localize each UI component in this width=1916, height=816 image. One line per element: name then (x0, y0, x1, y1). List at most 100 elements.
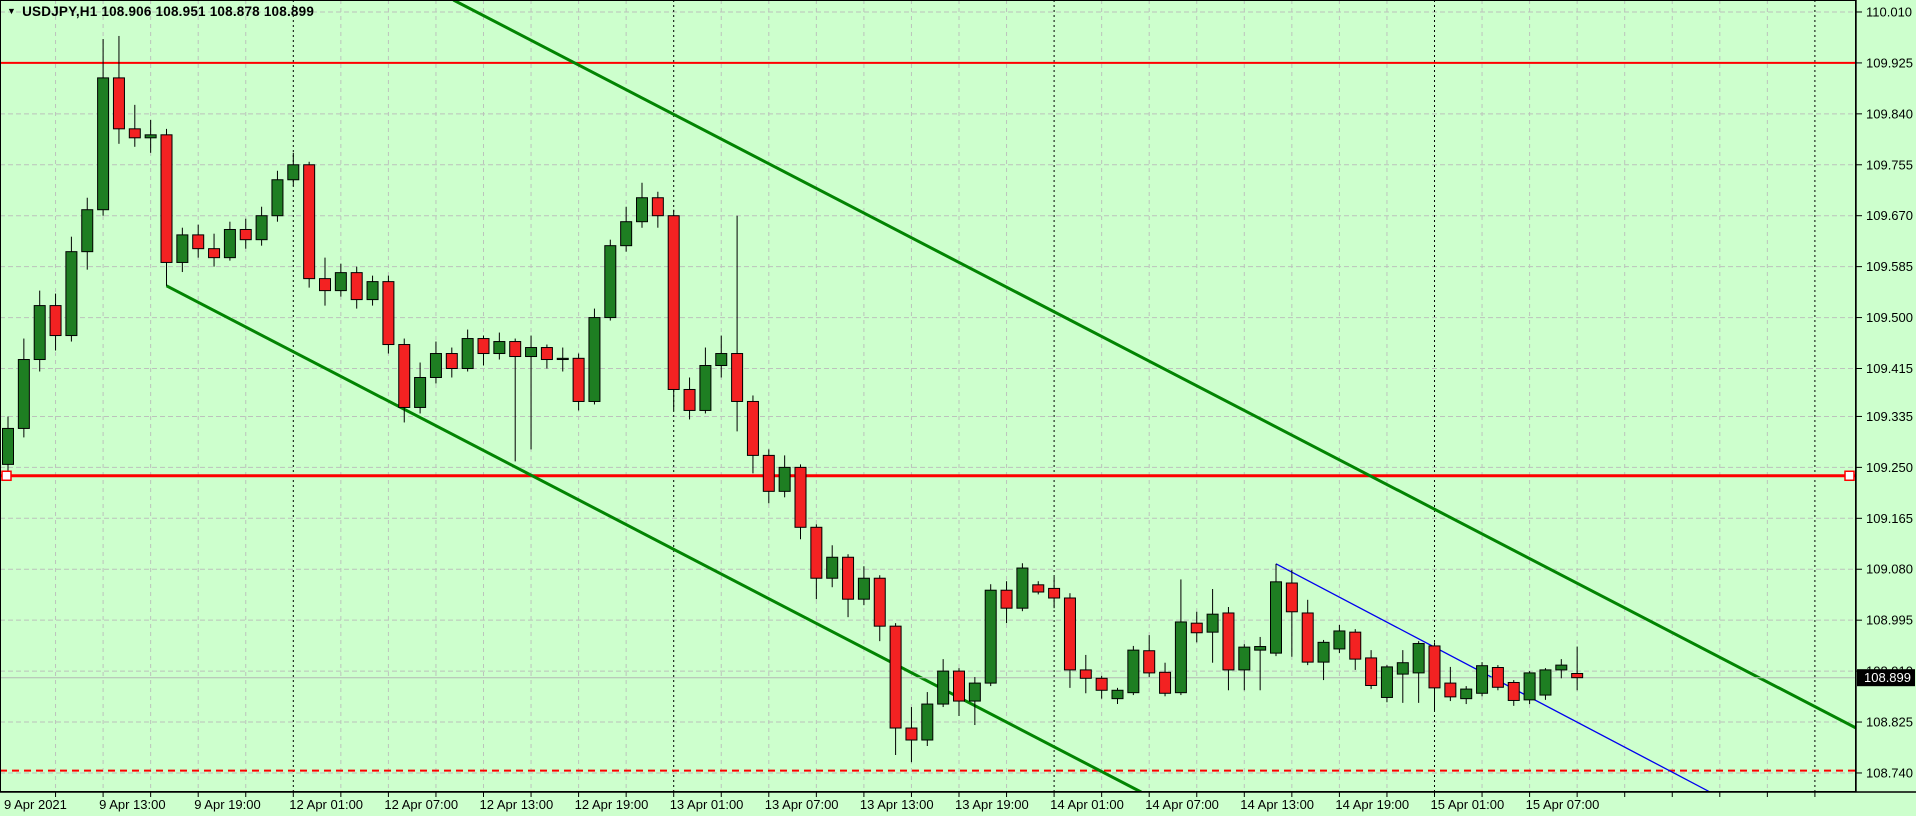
bear-candle-body (208, 248, 221, 259)
candlestick (731, 215, 744, 432)
bear-candle-body (1571, 672, 1584, 679)
candlestick (620, 206, 633, 252)
candlestick (1460, 686, 1473, 705)
bull-candle-body (588, 317, 601, 402)
bull-candle-body (1333, 630, 1346, 650)
candlestick (461, 329, 474, 372)
candlestick (1000, 581, 1013, 624)
bear-candle-body (1000, 589, 1013, 609)
candlestick (921, 692, 934, 747)
time-axis-label: 15 Apr 01:00 (1431, 797, 1505, 812)
bull-candle-body (857, 577, 870, 600)
bull-candle-body (493, 341, 506, 355)
bear-candle-body (112, 77, 125, 130)
candlestick (1444, 666, 1457, 702)
bull-candle-body (287, 164, 300, 181)
bull-candle-body (65, 251, 78, 337)
candlestick (937, 659, 950, 708)
candlestick (667, 209, 680, 411)
bull-candle-body (921, 703, 934, 741)
time-axis-label: 12 Apr 01:00 (289, 797, 363, 812)
channel-lower[interactable] (165, 284, 1142, 792)
candlestick (762, 449, 775, 504)
candlestick (810, 524, 823, 600)
time-axis-label: 14 Apr 19:00 (1335, 797, 1409, 812)
bear-candle-body (128, 128, 141, 139)
candlestick (1491, 665, 1504, 691)
price-tag-value: 108.899 (1864, 670, 1911, 685)
price-axis-label: 109.415 (1866, 361, 1913, 376)
bear-candle-body (382, 281, 395, 346)
candlestick (1380, 665, 1393, 703)
bull-candle-body (1174, 621, 1187, 694)
time-axis-label: 14 Apr 13:00 (1240, 797, 1314, 812)
time-axis-label: 12 Apr 19:00 (575, 797, 649, 812)
time-axis-label: 9 Apr 2021 (4, 797, 67, 812)
candlestick (1539, 668, 1552, 700)
candlestick (128, 104, 141, 147)
bull-candle-body (937, 670, 950, 705)
price-axis-label: 109.080 (1866, 562, 1913, 577)
candlestick (984, 584, 997, 687)
candlestick (398, 338, 411, 423)
candlestick (1555, 659, 1568, 679)
candlestick (65, 236, 78, 342)
time-axis-label: 14 Apr 07:00 (1145, 797, 1219, 812)
bull-candle-body (1206, 613, 1219, 633)
candlestick (889, 623, 902, 755)
candlestick (1285, 569, 1298, 657)
bear-candle-body (540, 347, 553, 361)
candlestick (1063, 593, 1076, 688)
symbol-dropdown-icon[interactable]: ▼ (7, 6, 17, 16)
bear-candle-body (303, 164, 316, 280)
price-axis-label: 108.995 (1866, 613, 1913, 628)
bull-candle-body (176, 234, 189, 263)
candlestick (905, 707, 918, 763)
price-axis[interactable]: 110.010 109.925 109.840 109.755 109.670 109.5… (1856, 4, 1913, 780)
candlestick (176, 227, 189, 273)
bear-candle-body (477, 338, 490, 355)
candlestick (873, 575, 886, 642)
candlestick (842, 554, 855, 618)
candlestick (112, 35, 125, 144)
bull-candle-body (1412, 643, 1425, 674)
price-axis-label: 109.585 (1866, 259, 1913, 274)
candlestick (1095, 675, 1108, 699)
channel-upper[interactable] (452, 0, 1856, 730)
bear-candle-body (1365, 657, 1378, 686)
candlestick (699, 347, 712, 414)
candlestick (334, 263, 347, 297)
bull-candle-body (556, 357, 569, 361)
bull-candle-body (414, 376, 427, 408)
candlestick (493, 332, 506, 360)
bull-candle-body (1317, 641, 1330, 663)
bull-candle-body (778, 466, 791, 492)
bull-candle-body (1555, 664, 1568, 671)
time-axis-label: 12 Apr 13:00 (480, 797, 554, 812)
bear-candle-body (398, 344, 411, 408)
candlestick (429, 341, 442, 384)
bull-candle-body (17, 359, 30, 429)
bear-candle-body (1444, 682, 1457, 698)
line-selection-handle[interactable] (1844, 470, 1855, 482)
candlestick (525, 335, 538, 450)
time-axis[interactable]: 9 Apr 2021 9 Apr 13:00 9 Apr 19:00 12 Apr 0… (4, 792, 1816, 812)
candlestick (636, 182, 648, 228)
bear-candle-body (762, 454, 775, 492)
bull-candle-body (1254, 646, 1267, 651)
bear-candle-body (731, 353, 744, 402)
time-axis-label: 9 Apr 13:00 (99, 797, 166, 812)
line-selection-handle[interactable] (1, 470, 12, 482)
candlestick (477, 335, 490, 366)
bull-candle-body (1270, 581, 1282, 654)
bull-candle-body (271, 179, 284, 217)
bear-candle-body (572, 357, 585, 402)
price-axis-label: 109.840 (1866, 106, 1913, 121)
candlestick (17, 338, 30, 438)
bear-candle-body (1285, 582, 1298, 613)
bear-candle-body (1349, 631, 1362, 660)
bull-candle-body (826, 556, 839, 579)
plot-area[interactable] (0, 0, 1856, 792)
